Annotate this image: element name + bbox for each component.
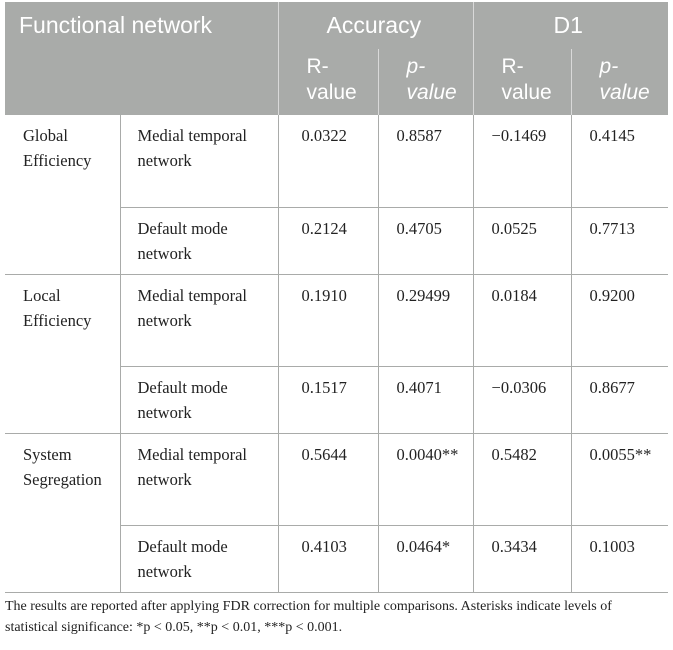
acc-p-cell: 0.4071	[377, 366, 474, 434]
acc-p-cell: 0.8587	[377, 115, 474, 208]
header-d1-r-value: R- value	[472, 49, 572, 115]
acc-r-cell: 0.2124	[277, 207, 379, 275]
header-acc-r-value: R- value	[277, 49, 379, 115]
results-table: Functional network Accuracy D1 R- value …	[5, 2, 669, 593]
d1-p-cell: 0.0055**	[570, 433, 669, 526]
d1-r-cell: 0.0184	[472, 274, 572, 367]
d1-p-cell: 0.9200	[570, 274, 669, 367]
d1-r-cell: 0.0525	[472, 207, 572, 275]
acc-r-cell: 0.5644	[277, 433, 379, 526]
table-row: Local Efficiency Medial temporal network…	[5, 274, 669, 434]
header-d1-p-value: p- value	[570, 49, 669, 115]
acc-p-cell: 0.29499	[377, 274, 474, 367]
network-label: Medial temporal network	[119, 433, 279, 526]
table-row: Default mode network 0.2124 0.4705 0.052…	[5, 207, 669, 275]
table-footnote: The results are reported after applying …	[5, 599, 612, 635]
d1-r-cell: 0.5482	[472, 433, 572, 526]
d1-p-cell: 0.4145	[570, 115, 669, 208]
group-label: Local Efficiency	[5, 274, 120, 434]
acc-r-cell: 0.4103	[277, 525, 379, 593]
acc-r-cell: 0.1517	[277, 366, 379, 434]
acc-r-cell: 0.1910	[277, 274, 379, 367]
network-label: Medial temporal network	[119, 115, 279, 208]
d1-p-cell: 0.1003	[570, 525, 669, 593]
header-accuracy: Accuracy	[277, 2, 474, 49]
acc-p-cell: 0.0464*	[377, 525, 474, 593]
network-label: Default mode network	[119, 207, 279, 275]
header-functional-network: Functional network	[5, 2, 279, 115]
table-row: Global Efficiency Medial temporal networ…	[5, 115, 669, 275]
d1-r-cell: 0.3434	[472, 525, 572, 593]
group-label: Global Efficiency	[5, 115, 120, 275]
table-row: Default mode network 0.4103 0.0464* 0.34…	[5, 525, 669, 593]
group-label: System Segregation	[5, 433, 120, 593]
d1-p-cell: 0.7713	[570, 207, 669, 275]
table-row: Default mode network 0.1517 0.4071 −0.03…	[5, 366, 669, 434]
d1-r-cell: −0.1469	[472, 115, 572, 208]
table-row: System Segregation Medial temporal netwo…	[5, 433, 669, 593]
acc-p-cell: 0.4705	[377, 207, 474, 275]
d1-p-cell: 0.8677	[570, 366, 669, 434]
network-label: Default mode network	[119, 525, 279, 593]
header-d1: D1	[472, 2, 669, 49]
network-label: Default mode network	[119, 366, 279, 434]
acc-r-cell: 0.0322	[277, 115, 379, 208]
acc-p-cell: 0.0040**	[377, 433, 474, 526]
network-label: Medial temporal network	[119, 274, 279, 367]
d1-r-cell: −0.0306	[472, 366, 572, 434]
header-acc-p-value: p- value	[377, 49, 474, 115]
